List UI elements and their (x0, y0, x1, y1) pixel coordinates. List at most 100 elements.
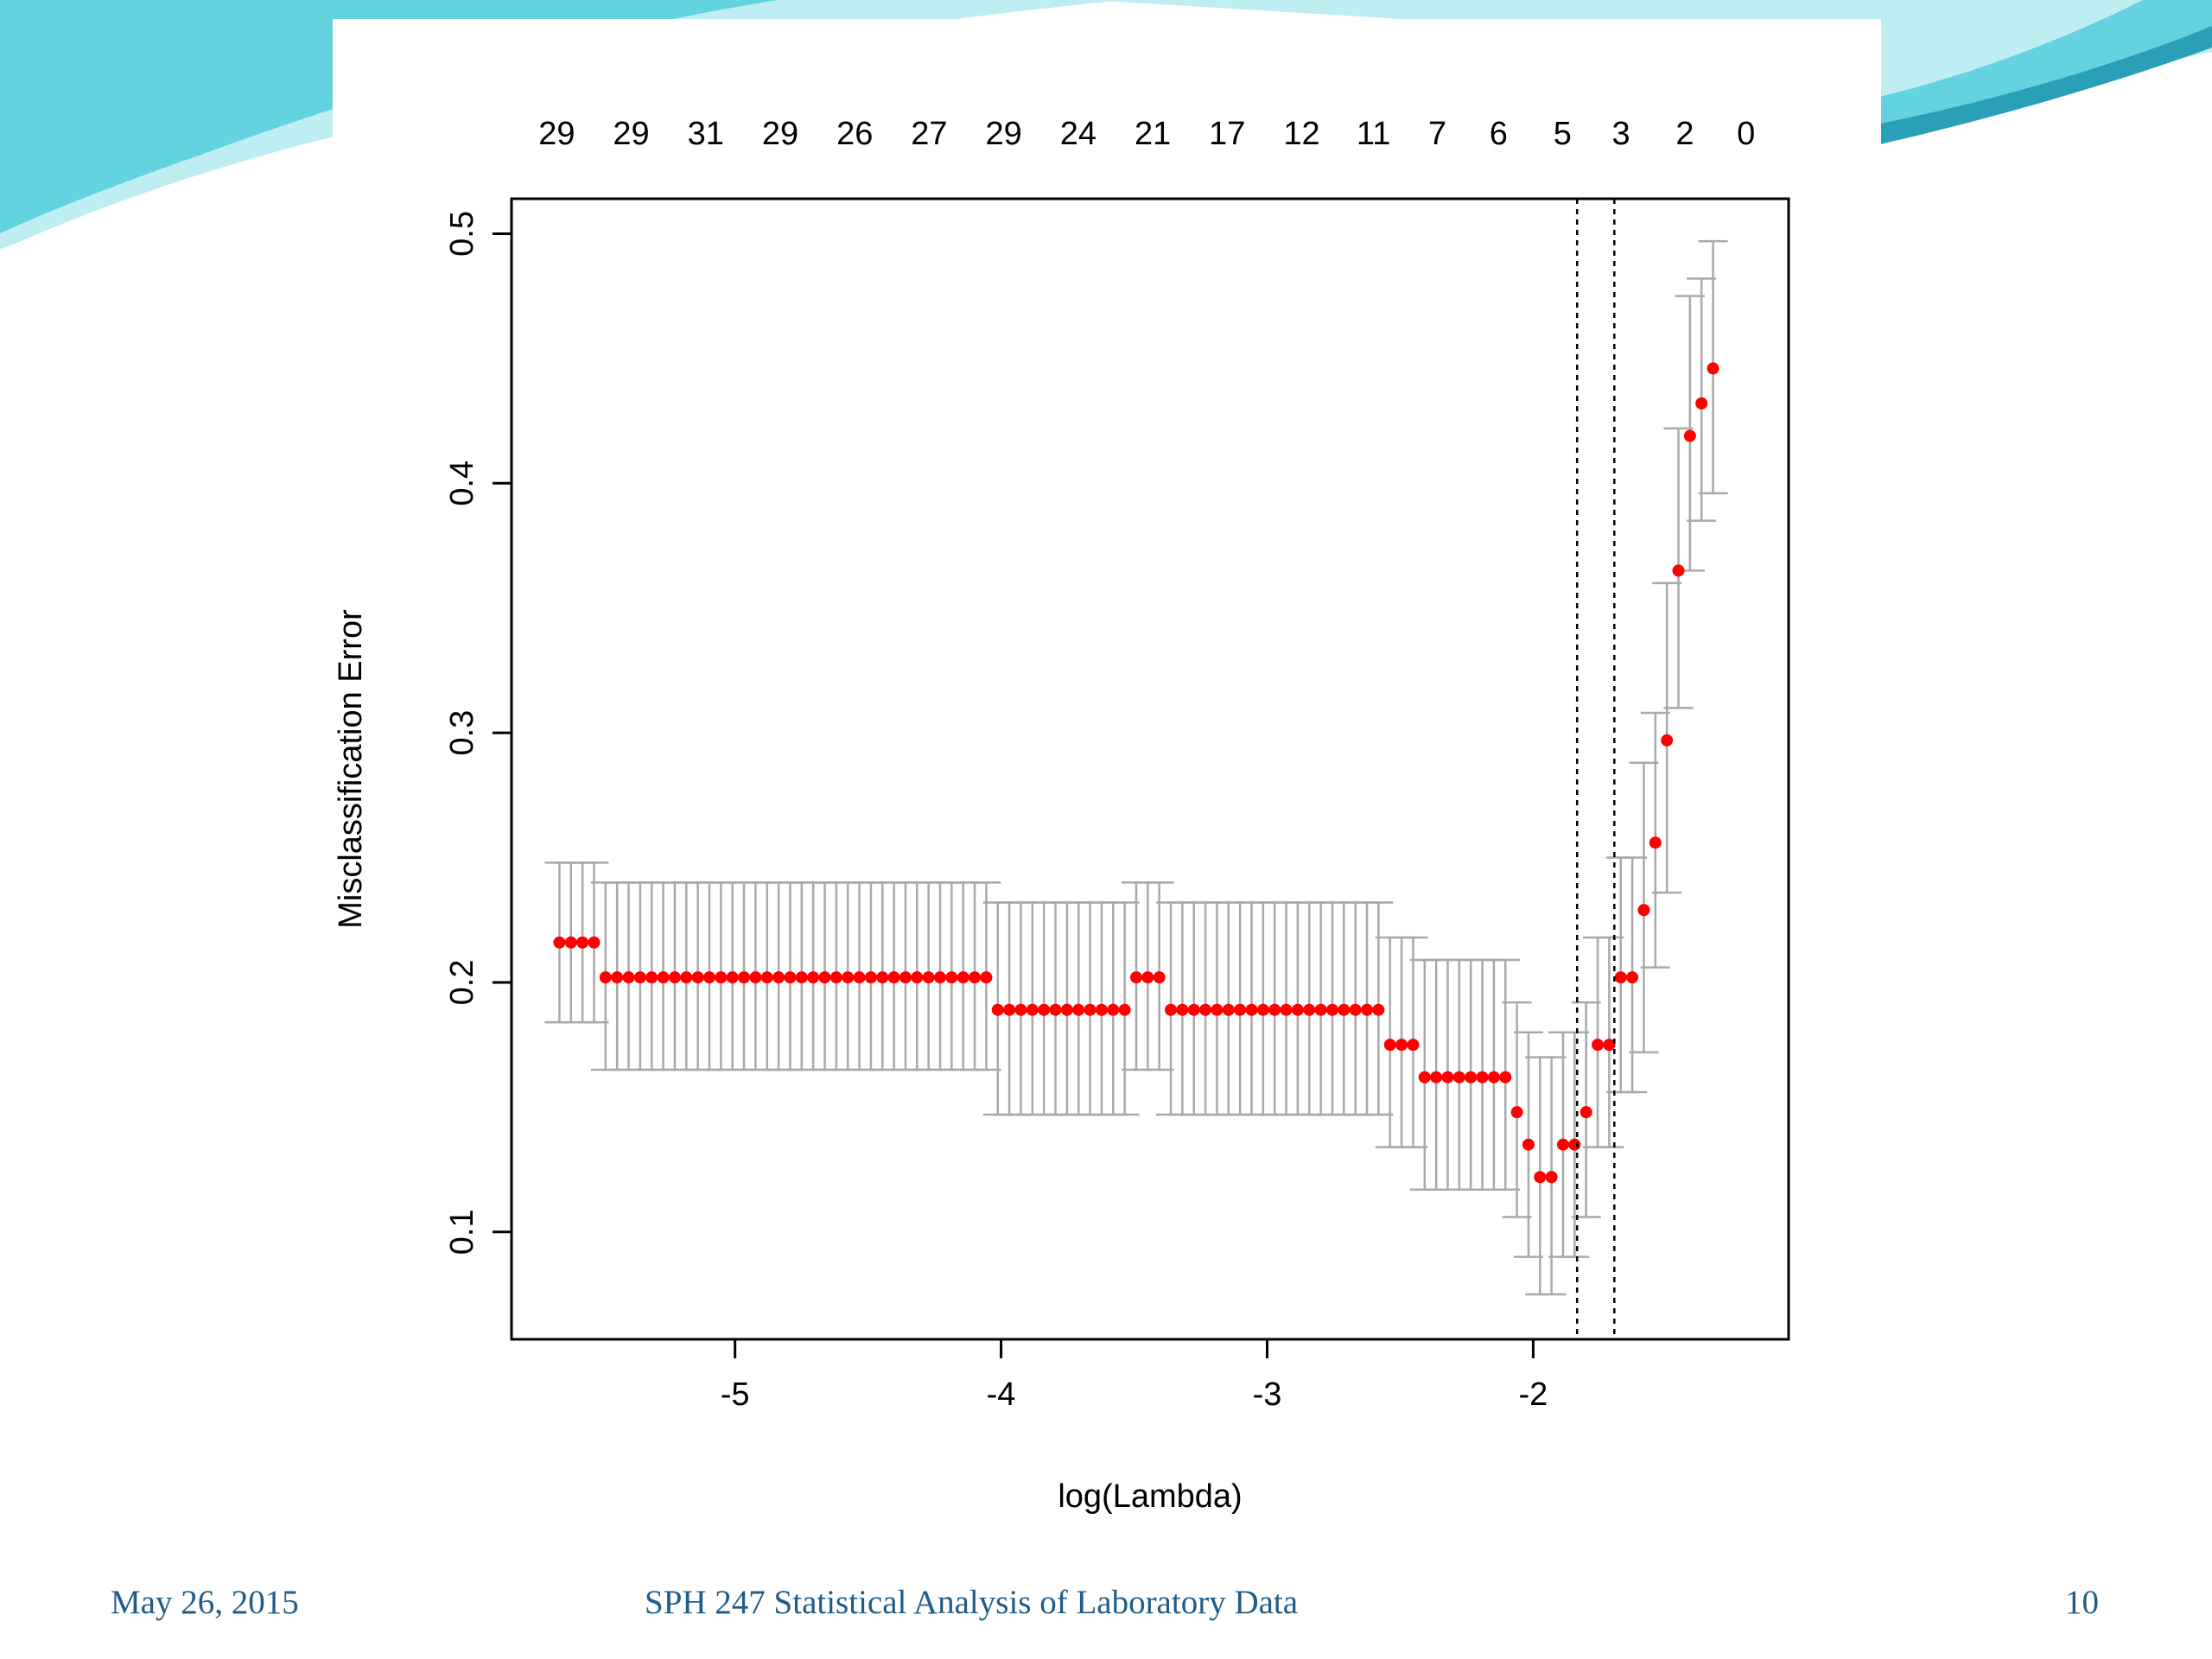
point-50 (1129, 971, 1142, 984)
point-77 (1441, 1071, 1454, 1084)
point-8 (645, 971, 658, 984)
point-89 (1580, 1106, 1592, 1119)
point-69 (1349, 1003, 1362, 1016)
point-60 (1245, 1003, 1258, 1016)
point-53 (1165, 1003, 1178, 1016)
y-tick-label-4: 0.5 (444, 211, 480, 257)
footer-title: SPH 247 Statistical Analysis of Laborato… (645, 1584, 1299, 1621)
plot-panel (333, 19, 1881, 1574)
point-96 (1661, 734, 1674, 747)
point-73 (1395, 1039, 1408, 1052)
point-97 (1672, 564, 1685, 577)
top-tick-label-14: 5 (1554, 116, 1572, 152)
point-100 (1707, 362, 1719, 375)
point-10 (668, 971, 681, 984)
top-tick-label-12: 7 (1428, 116, 1446, 152)
point-70 (1361, 1003, 1374, 1016)
point-20 (784, 971, 797, 984)
point-81 (1487, 1071, 1500, 1084)
top-axis: 29 29 31 29 26 27 29 24 21 17 12 11 7 6 5 3 2 0 (538, 116, 1755, 152)
point-71 (1372, 1003, 1385, 1016)
footer-page-number: 10 (2065, 1584, 2099, 1621)
point-16 (738, 971, 751, 984)
point-84 (1522, 1138, 1535, 1151)
top-tick-label-11: 11 (1357, 116, 1390, 152)
point-94 (1637, 904, 1650, 917)
top-tick-label-10: 12 (1283, 116, 1319, 152)
point-27 (864, 971, 877, 984)
point-98 (1683, 429, 1696, 442)
top-left-wave-decoration (0, 0, 1123, 252)
top-tick-label-17: 0 (1737, 116, 1755, 152)
point-42 (1038, 1003, 1051, 1016)
top-tick-label-1: 29 (613, 116, 649, 152)
point-6 (622, 971, 635, 984)
point-4 (599, 971, 612, 984)
points-layer (553, 362, 1719, 1184)
top-tick-label-8: 21 (1135, 116, 1171, 152)
point-25 (842, 971, 855, 984)
x-axis: -5 -4 -3 -2 (721, 1338, 1548, 1413)
point-64 (1291, 1003, 1304, 1016)
point-67 (1325, 1003, 1338, 1016)
point-79 (1465, 1071, 1478, 1084)
point-68 (1338, 1003, 1351, 1016)
point-56 (1199, 1003, 1212, 1016)
x-tick-label-3: -2 (1519, 1376, 1548, 1413)
point-61 (1256, 1003, 1269, 1016)
point-46 (1084, 1003, 1096, 1016)
point-5 (611, 971, 624, 984)
point-63 (1280, 1003, 1293, 1016)
point-66 (1314, 1003, 1327, 1016)
plot-frame (510, 197, 1790, 1341)
point-58 (1222, 1003, 1235, 1016)
point-47 (1095, 1003, 1108, 1016)
y-axis: 0.1 0.2 0.3 0.4 0.5 (444, 211, 513, 1255)
point-7 (633, 971, 646, 984)
y-tick-label-0: 0.1 (444, 1209, 480, 1255)
top-tick-label-9: 17 (1209, 116, 1245, 152)
point-19 (772, 971, 785, 984)
point-80 (1476, 1071, 1489, 1084)
point-40 (1014, 1003, 1027, 1016)
point-95 (1649, 836, 1662, 849)
point-88 (1568, 1138, 1581, 1151)
point-78 (1452, 1071, 1465, 1084)
point-87 (1556, 1138, 1569, 1151)
point-28 (876, 971, 889, 984)
point-29 (887, 971, 900, 984)
top-tick-label-4: 26 (836, 116, 873, 152)
point-3 (588, 936, 601, 949)
x-tick-label-2: -3 (1253, 1376, 1282, 1413)
top-tick-label-2: 31 (688, 116, 724, 152)
point-65 (1303, 1003, 1316, 1016)
x-axis-label: log(Lambda) (1058, 1478, 1242, 1515)
point-1 (564, 936, 577, 949)
point-75 (1418, 1071, 1431, 1084)
top-tick-label-13: 6 (1490, 116, 1508, 152)
point-37 (980, 971, 993, 984)
point-83 (1510, 1106, 1523, 1119)
point-82 (1499, 1071, 1512, 1084)
point-74 (1407, 1039, 1420, 1052)
point-48 (1107, 1003, 1120, 1016)
point-36 (969, 971, 982, 984)
point-14 (715, 971, 728, 984)
point-45 (1072, 1003, 1085, 1016)
point-91 (1603, 1039, 1616, 1052)
point-93 (1626, 971, 1639, 984)
point-13 (702, 971, 715, 984)
point-62 (1268, 1003, 1281, 1016)
point-31 (911, 971, 924, 984)
point-92 (1614, 971, 1627, 984)
footer-date: May 26, 2015 (111, 1584, 299, 1621)
x-tick-label-0: -5 (721, 1376, 750, 1413)
point-57 (1211, 1003, 1224, 1016)
point-55 (1187, 1003, 1200, 1016)
y-tick-label-3: 0.4 (444, 461, 480, 506)
point-24 (830, 971, 842, 984)
point-72 (1383, 1039, 1396, 1052)
y-tick-label-2: 0.3 (444, 710, 480, 756)
point-39 (1003, 1003, 1016, 1016)
top-tick-label-16: 2 (1675, 116, 1694, 152)
